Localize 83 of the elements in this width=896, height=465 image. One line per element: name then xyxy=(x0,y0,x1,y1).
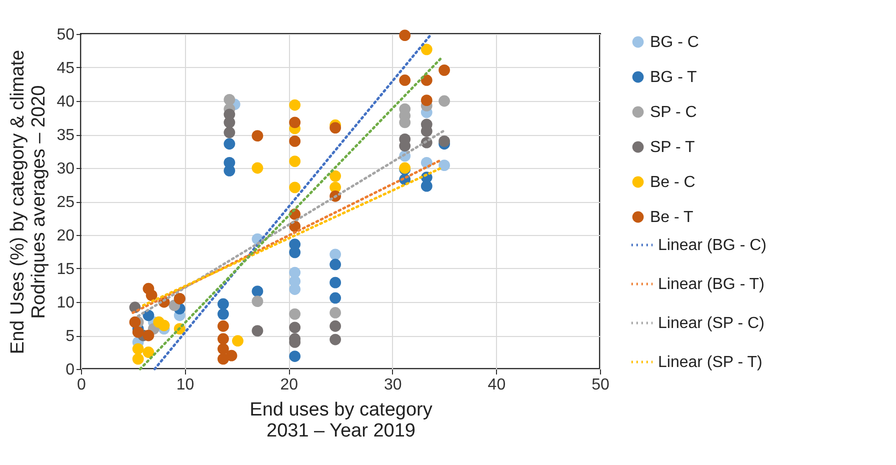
y-tick-label: 10 xyxy=(56,294,75,312)
point xyxy=(142,330,154,342)
point xyxy=(129,316,141,328)
point xyxy=(289,116,301,128)
point xyxy=(252,130,264,142)
legend-label: Be - C xyxy=(650,174,696,191)
y-tick-label: 5 xyxy=(66,328,75,345)
point xyxy=(420,180,432,192)
point xyxy=(158,320,170,332)
point xyxy=(289,350,301,362)
y-tick-label: 30 xyxy=(56,160,75,178)
point xyxy=(289,156,301,167)
point xyxy=(420,74,432,86)
legend-label: Linear (BG - C) xyxy=(658,237,766,254)
legend-label: SP - C xyxy=(650,104,697,121)
point xyxy=(330,248,342,260)
point xyxy=(252,296,264,308)
x-tick-label: 20 xyxy=(280,376,298,394)
y-tick-label: 35 xyxy=(56,127,75,144)
point xyxy=(142,310,154,322)
legend-label: Linear (BG - T) xyxy=(658,276,764,293)
y-tick-label: 50 xyxy=(56,26,75,44)
point xyxy=(252,325,264,336)
point xyxy=(132,343,144,355)
point xyxy=(252,162,264,174)
point xyxy=(330,122,342,134)
point xyxy=(142,346,154,358)
y-tick-label: 45 xyxy=(56,60,75,77)
point xyxy=(330,292,342,304)
legend-label: BG - C xyxy=(650,34,699,51)
point xyxy=(289,99,301,111)
point xyxy=(438,95,450,107)
point xyxy=(224,116,236,128)
point xyxy=(289,322,301,334)
point xyxy=(289,284,301,295)
legend-label: Be - T xyxy=(650,209,694,226)
point xyxy=(218,320,229,332)
point xyxy=(438,64,450,76)
point xyxy=(330,170,342,182)
x-tick-label: 50 xyxy=(592,376,610,394)
point xyxy=(289,136,301,147)
point xyxy=(330,276,342,288)
y-tick-label: 0 xyxy=(66,362,75,378)
legend-label: Linear (SP - T) xyxy=(658,354,762,371)
point xyxy=(218,308,229,320)
legend-label: Linear (SP - C) xyxy=(658,315,764,332)
x-axis-title: End uses by category 2031 – Year 2019 xyxy=(250,400,433,442)
point xyxy=(132,326,144,338)
point xyxy=(289,182,301,194)
y-tick-label: 40 xyxy=(56,94,75,110)
point xyxy=(218,333,229,345)
point xyxy=(218,343,229,355)
point xyxy=(438,160,450,172)
x-tick-label: 30 xyxy=(384,376,402,394)
x-tick-label: 10 xyxy=(176,376,194,394)
point xyxy=(224,138,236,150)
point xyxy=(330,320,342,332)
point xyxy=(330,334,342,346)
x-tick-label: 40 xyxy=(488,376,506,394)
point xyxy=(252,286,264,297)
point xyxy=(289,308,301,320)
point xyxy=(330,307,342,318)
legend-label: BG - T xyxy=(650,69,698,86)
point xyxy=(399,30,411,42)
point xyxy=(420,94,432,106)
point xyxy=(232,335,244,347)
point xyxy=(218,298,229,310)
point xyxy=(438,136,450,147)
x-tick-label: 0 xyxy=(77,376,86,394)
y-tick-label: 20 xyxy=(56,228,75,244)
point xyxy=(420,44,432,56)
point xyxy=(132,353,144,365)
point xyxy=(289,246,301,258)
y-tick-label: 25 xyxy=(56,194,75,211)
point xyxy=(146,290,158,301)
point xyxy=(330,258,342,270)
point xyxy=(226,350,238,362)
y-axis-title: End Uses (%) by category & climate Rodriques averages – 2020 xyxy=(8,50,50,354)
y-tick-label: 15 xyxy=(56,261,75,278)
point xyxy=(224,126,236,138)
point xyxy=(399,74,411,86)
point xyxy=(224,94,236,106)
legend-label: SP - T xyxy=(650,139,695,156)
